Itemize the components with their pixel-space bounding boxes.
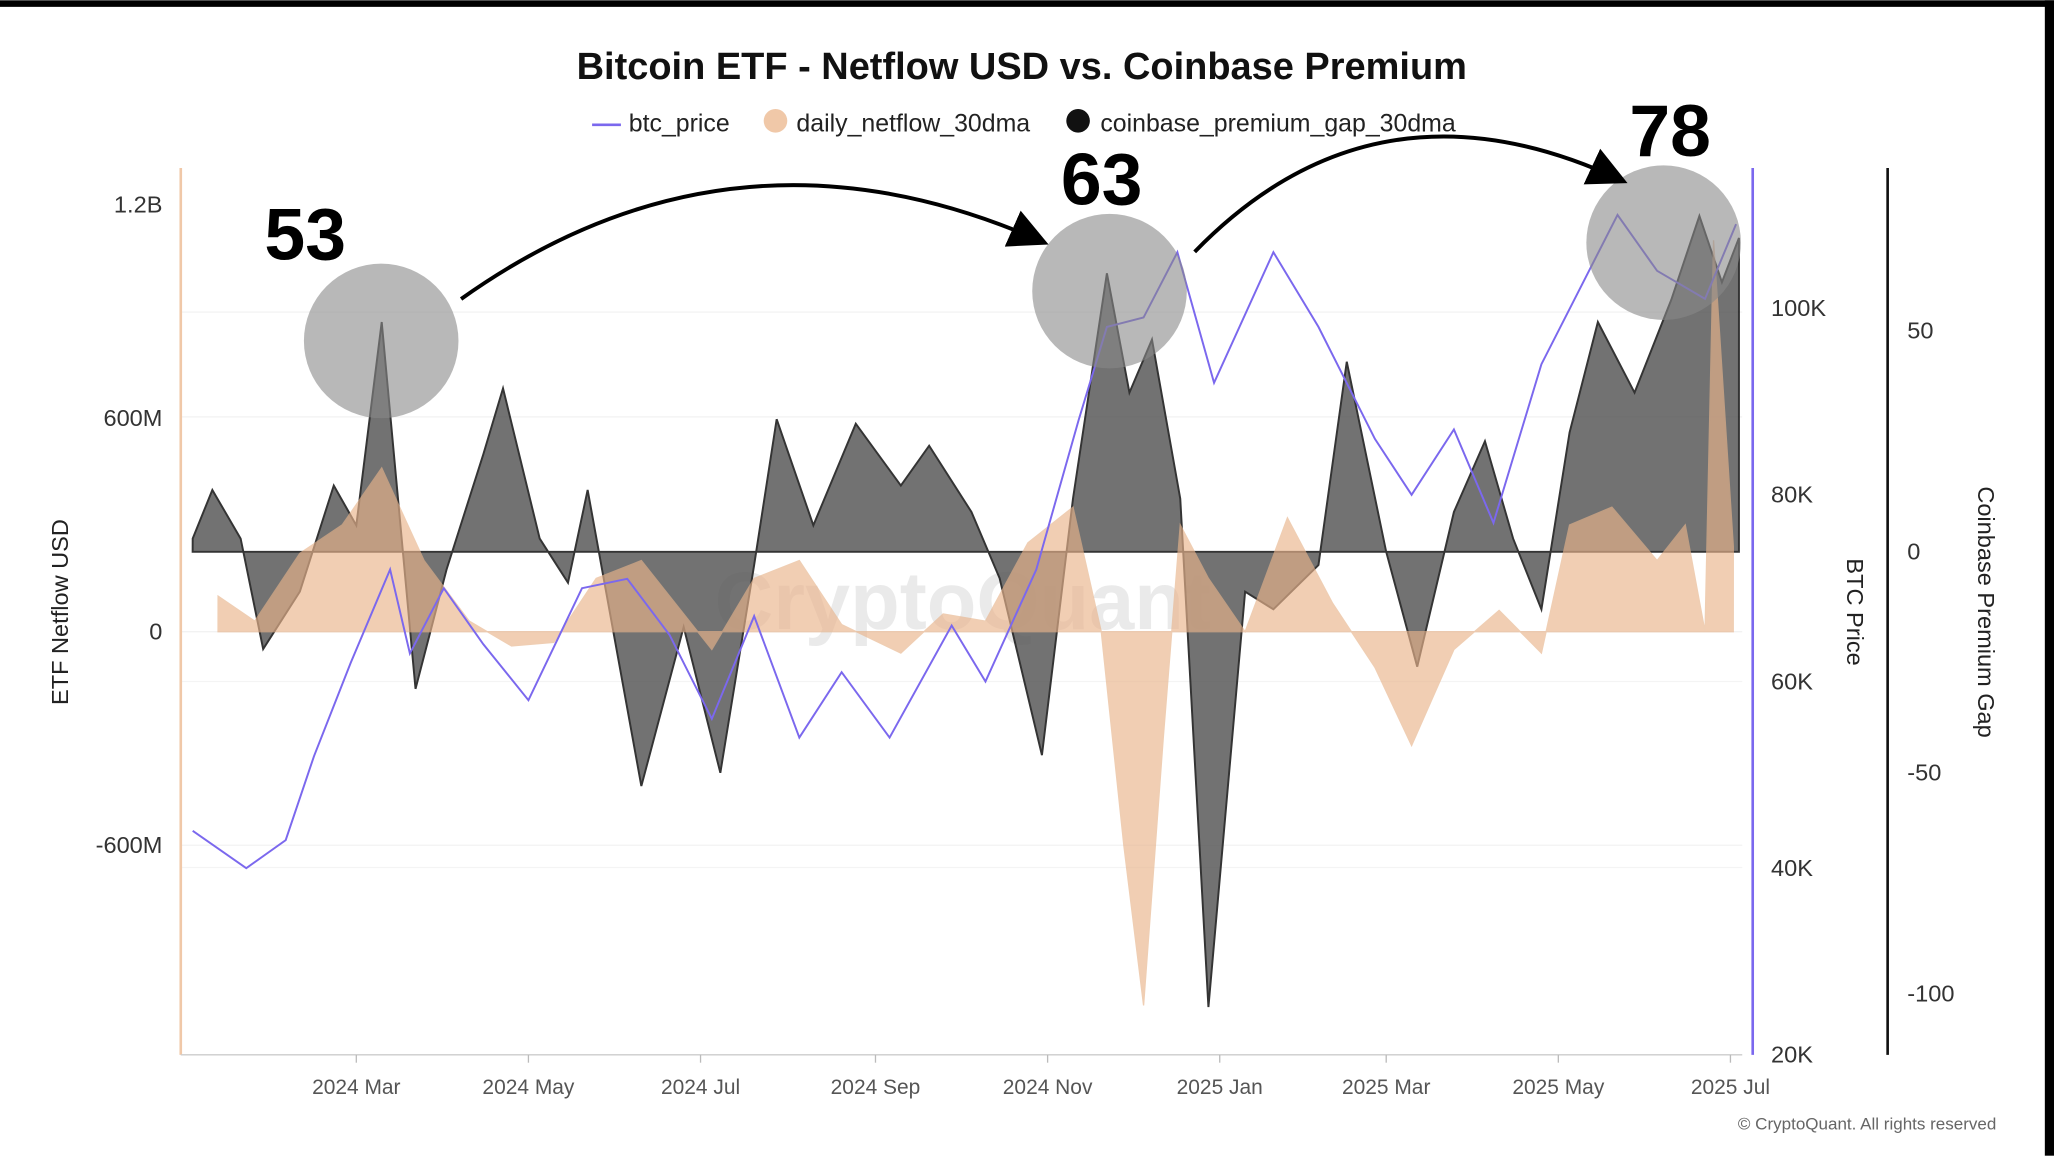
legend-netflow[interactable]: daily_netflow_30dma — [796, 109, 1030, 137]
top-border — [0, 0, 2054, 7]
btc-tick-label: 100K — [1771, 295, 1826, 321]
annotations: 53 63 78 — [264, 90, 1741, 419]
premium-tick-label: 0 — [1907, 539, 1920, 565]
left-tick-label: -600M — [96, 832, 163, 858]
series-layer — [191, 212, 1740, 1008]
right-border — [2044, 0, 2054, 1156]
btc-price-line — [192, 212, 1737, 870]
premium-tick-label: 50 — [1907, 318, 1933, 344]
premium-tick-label: -100 — [1907, 981, 1954, 1007]
x-tick-label: 2024 May — [482, 1076, 574, 1099]
btc-tick-label: 80K — [1771, 482, 1813, 508]
arrow-53-to-63 — [459, 183, 1049, 301]
legend-dot-icon — [763, 109, 788, 133]
x-tick-label: 2025 Mar — [1342, 1076, 1430, 1099]
x-tick-label: 2024 Jul — [661, 1076, 740, 1099]
legend: btc_price daily_netflow_30dma coinbase_p… — [592, 109, 1456, 137]
arrow-63-to-78 — [1193, 134, 1628, 254]
btc-tick-label: 40K — [1771, 855, 1813, 881]
legend-premium[interactable]: coinbase_premium_gap_30dma — [1100, 109, 1456, 137]
btc-axis-label: BTC Price — [1842, 558, 1868, 665]
annotation-circle — [303, 263, 459, 419]
x-tick-label: 2025 Jan — [1177, 1076, 1263, 1099]
x-tick-label: 2025 May — [1512, 1076, 1604, 1099]
x-tick-label: 2024 Nov — [1003, 1076, 1093, 1099]
axes: 1.2B 600M 0 -600M 100K 80K 60K 40K 20K 50 0 -50 -100… — [47, 167, 1999, 1099]
x-tick-label: 2024 Mar — [312, 1076, 400, 1099]
left-tick-label: 600M — [103, 405, 162, 431]
left-tick-label: 0 — [149, 619, 162, 645]
legend-btc-price[interactable]: btc_price — [629, 109, 730, 137]
legend-dot-icon — [1066, 109, 1090, 133]
annotation-label: 63 — [1061, 139, 1143, 221]
left-axis-label: ETF Netflow USD — [47, 519, 73, 705]
annotation-label: 53 — [264, 194, 346, 276]
x-tick-label: 2024 Sep — [831, 1076, 921, 1099]
btc-tick-label: 60K — [1771, 668, 1813, 694]
netflow-area — [217, 240, 1734, 1006]
premium-tick-label: -50 — [1907, 760, 1941, 786]
annotation-circle — [1032, 213, 1187, 369]
annotation-circle — [1586, 165, 1741, 320]
copyright: © CryptoQuant. All rights reserved — [1738, 1114, 1996, 1133]
btc-tick-label: 20K — [1771, 1042, 1813, 1068]
chart-title: Bitcoin ETF - Netflow USD vs. Coinbase P… — [577, 46, 1467, 88]
premium-axis-label: Coinbase Premium Gap — [1973, 486, 1999, 737]
x-tick-label: 2025 Jul — [1691, 1076, 1770, 1099]
left-tick-label: 1.2B — [114, 192, 162, 218]
annotation-label: 78 — [1629, 90, 1711, 172]
